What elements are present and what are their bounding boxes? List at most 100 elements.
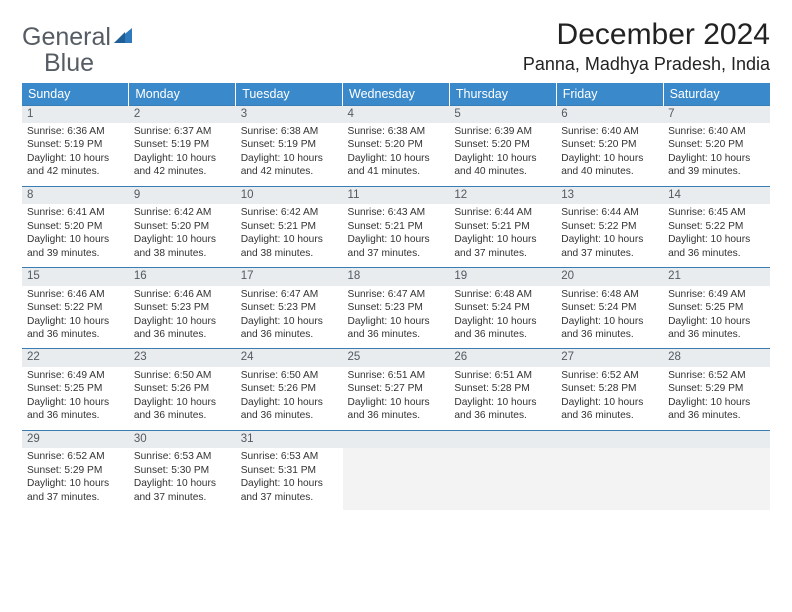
day-number: 17 bbox=[236, 268, 343, 286]
day-info: Sunrise: 6:38 AMSunset: 5:20 PMDaylight:… bbox=[343, 123, 450, 186]
day-number: 4 bbox=[343, 106, 450, 124]
day-number: 20 bbox=[556, 268, 663, 286]
calendar-cell: 1Sunrise: 6:36 AMSunset: 5:19 PMDaylight… bbox=[22, 105, 129, 186]
calendar-cell: 30Sunrise: 6:53 AMSunset: 5:30 PMDayligh… bbox=[129, 430, 236, 510]
empty-cell bbox=[449, 448, 556, 510]
calendar-cell: 22Sunrise: 6:49 AMSunset: 5:25 PMDayligh… bbox=[22, 349, 129, 430]
calendar-cell bbox=[663, 430, 770, 510]
day-number: 9 bbox=[129, 187, 236, 205]
day-number: 26 bbox=[449, 349, 556, 367]
day-number: 8 bbox=[22, 187, 129, 205]
logo-text-general: General bbox=[22, 23, 111, 51]
day-info: Sunrise: 6:50 AMSunset: 5:26 PMDaylight:… bbox=[129, 367, 236, 430]
day-number: 30 bbox=[129, 431, 236, 449]
calendar-cell: 23Sunrise: 6:50 AMSunset: 5:26 PMDayligh… bbox=[129, 349, 236, 430]
day-info: Sunrise: 6:49 AMSunset: 5:25 PMDaylight:… bbox=[663, 286, 770, 349]
day-info: Sunrise: 6:46 AMSunset: 5:22 PMDaylight:… bbox=[22, 286, 129, 349]
empty-cell bbox=[343, 448, 450, 510]
calendar-cell: 28Sunrise: 6:52 AMSunset: 5:29 PMDayligh… bbox=[663, 349, 770, 430]
calendar-cell: 13Sunrise: 6:44 AMSunset: 5:22 PMDayligh… bbox=[556, 186, 663, 267]
calendar-header-row: SundayMondayTuesdayWednesdayThursdayFrid… bbox=[22, 83, 770, 106]
calendar-cell: 18Sunrise: 6:47 AMSunset: 5:23 PMDayligh… bbox=[343, 268, 450, 349]
calendar-cell: 8Sunrise: 6:41 AMSunset: 5:20 PMDaylight… bbox=[22, 186, 129, 267]
sail-icon bbox=[112, 27, 134, 50]
calendar-cell: 27Sunrise: 6:52 AMSunset: 5:28 PMDayligh… bbox=[556, 349, 663, 430]
day-number-empty bbox=[556, 431, 663, 449]
calendar-cell: 19Sunrise: 6:48 AMSunset: 5:24 PMDayligh… bbox=[449, 268, 556, 349]
day-number: 27 bbox=[556, 349, 663, 367]
day-number: 10 bbox=[236, 187, 343, 205]
calendar-body: 1Sunrise: 6:36 AMSunset: 5:19 PMDaylight… bbox=[22, 105, 770, 510]
day-number: 25 bbox=[343, 349, 450, 367]
day-info: Sunrise: 6:48 AMSunset: 5:24 PMDaylight:… bbox=[556, 286, 663, 349]
day-number-empty bbox=[343, 431, 450, 449]
day-info: Sunrise: 6:36 AMSunset: 5:19 PMDaylight:… bbox=[22, 123, 129, 186]
weekday-header: Thursday bbox=[449, 83, 556, 106]
calendar-table: SundayMondayTuesdayWednesdayThursdayFrid… bbox=[22, 83, 770, 511]
day-number: 1 bbox=[22, 106, 129, 124]
calendar-cell: 9Sunrise: 6:42 AMSunset: 5:20 PMDaylight… bbox=[129, 186, 236, 267]
weekday-header: Friday bbox=[556, 83, 663, 106]
day-info: Sunrise: 6:51 AMSunset: 5:28 PMDaylight:… bbox=[449, 367, 556, 430]
header: General Blue December 2024 Panna, Madhya… bbox=[22, 16, 770, 77]
weekday-header: Saturday bbox=[663, 83, 770, 106]
calendar-cell: 4Sunrise: 6:38 AMSunset: 5:20 PMDaylight… bbox=[343, 105, 450, 186]
day-info: Sunrise: 6:40 AMSunset: 5:20 PMDaylight:… bbox=[556, 123, 663, 186]
calendar-cell: 3Sunrise: 6:38 AMSunset: 5:19 PMDaylight… bbox=[236, 105, 343, 186]
calendar-cell: 6Sunrise: 6:40 AMSunset: 5:20 PMDaylight… bbox=[556, 105, 663, 186]
day-info: Sunrise: 6:47 AMSunset: 5:23 PMDaylight:… bbox=[343, 286, 450, 349]
calendar-cell: 31Sunrise: 6:53 AMSunset: 5:31 PMDayligh… bbox=[236, 430, 343, 510]
day-info: Sunrise: 6:38 AMSunset: 5:19 PMDaylight:… bbox=[236, 123, 343, 186]
day-info: Sunrise: 6:52 AMSunset: 5:29 PMDaylight:… bbox=[22, 448, 129, 510]
calendar-cell: 29Sunrise: 6:52 AMSunset: 5:29 PMDayligh… bbox=[22, 430, 129, 510]
day-number: 29 bbox=[22, 431, 129, 449]
day-info: Sunrise: 6:53 AMSunset: 5:30 PMDaylight:… bbox=[129, 448, 236, 510]
calendar-cell: 21Sunrise: 6:49 AMSunset: 5:25 PMDayligh… bbox=[663, 268, 770, 349]
day-number: 6 bbox=[556, 106, 663, 124]
calendar-cell bbox=[556, 430, 663, 510]
calendar-page: General Blue December 2024 Panna, Madhya… bbox=[0, 0, 792, 612]
day-info: Sunrise: 6:51 AMSunset: 5:27 PMDaylight:… bbox=[343, 367, 450, 430]
day-info: Sunrise: 6:47 AMSunset: 5:23 PMDaylight:… bbox=[236, 286, 343, 349]
calendar-cell: 11Sunrise: 6:43 AMSunset: 5:21 PMDayligh… bbox=[343, 186, 450, 267]
day-number: 13 bbox=[556, 187, 663, 205]
day-number: 23 bbox=[129, 349, 236, 367]
location-label: Panna, Madhya Pradesh, India bbox=[523, 54, 770, 75]
calendar-cell: 20Sunrise: 6:48 AMSunset: 5:24 PMDayligh… bbox=[556, 268, 663, 349]
calendar-cell: 15Sunrise: 6:46 AMSunset: 5:22 PMDayligh… bbox=[22, 268, 129, 349]
weekday-header: Monday bbox=[129, 83, 236, 106]
empty-cell bbox=[663, 448, 770, 510]
calendar-cell bbox=[449, 430, 556, 510]
day-number: 21 bbox=[663, 268, 770, 286]
day-number: 5 bbox=[449, 106, 556, 124]
day-info: Sunrise: 6:52 AMSunset: 5:28 PMDaylight:… bbox=[556, 367, 663, 430]
day-number: 7 bbox=[663, 106, 770, 124]
day-number: 24 bbox=[236, 349, 343, 367]
day-info: Sunrise: 6:39 AMSunset: 5:20 PMDaylight:… bbox=[449, 123, 556, 186]
day-info: Sunrise: 6:40 AMSunset: 5:20 PMDaylight:… bbox=[663, 123, 770, 186]
day-info: Sunrise: 6:46 AMSunset: 5:23 PMDaylight:… bbox=[129, 286, 236, 349]
day-number: 28 bbox=[663, 349, 770, 367]
calendar-cell: 16Sunrise: 6:46 AMSunset: 5:23 PMDayligh… bbox=[129, 268, 236, 349]
calendar-cell: 24Sunrise: 6:50 AMSunset: 5:26 PMDayligh… bbox=[236, 349, 343, 430]
day-info: Sunrise: 6:52 AMSunset: 5:29 PMDaylight:… bbox=[663, 367, 770, 430]
weekday-header: Wednesday bbox=[343, 83, 450, 106]
day-number: 22 bbox=[22, 349, 129, 367]
logo: General Blue bbox=[22, 24, 134, 77]
weekday-header: Sunday bbox=[22, 83, 129, 106]
weekday-header: Tuesday bbox=[236, 83, 343, 106]
day-info: Sunrise: 6:50 AMSunset: 5:26 PMDaylight:… bbox=[236, 367, 343, 430]
calendar-cell: 12Sunrise: 6:44 AMSunset: 5:21 PMDayligh… bbox=[449, 186, 556, 267]
day-number: 15 bbox=[22, 268, 129, 286]
day-info: Sunrise: 6:48 AMSunset: 5:24 PMDaylight:… bbox=[449, 286, 556, 349]
day-number: 3 bbox=[236, 106, 343, 124]
calendar-cell: 10Sunrise: 6:42 AMSunset: 5:21 PMDayligh… bbox=[236, 186, 343, 267]
day-number: 16 bbox=[129, 268, 236, 286]
day-info: Sunrise: 6:53 AMSunset: 5:31 PMDaylight:… bbox=[236, 448, 343, 510]
day-number: 19 bbox=[449, 268, 556, 286]
calendar-cell: 26Sunrise: 6:51 AMSunset: 5:28 PMDayligh… bbox=[449, 349, 556, 430]
day-number: 12 bbox=[449, 187, 556, 205]
logo-text-blue: Blue bbox=[44, 49, 94, 77]
day-info: Sunrise: 6:37 AMSunset: 5:19 PMDaylight:… bbox=[129, 123, 236, 186]
title-block: December 2024 Panna, Madhya Pradesh, Ind… bbox=[523, 18, 770, 75]
